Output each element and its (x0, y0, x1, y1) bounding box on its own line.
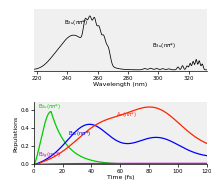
X-axis label: Time (fs): Time (fs) (107, 175, 134, 180)
Text: B$_{3u}$(n$\pi$*): B$_{3u}$(n$\pi$*) (68, 129, 92, 138)
Text: A$_u$(n$\pi$*): A$_u$(n$\pi$*) (116, 110, 137, 119)
Text: B$_{2u}$($\pi\pi$*): B$_{2u}$($\pi\pi$*) (64, 18, 88, 27)
Text: B$_{3u}$(n$\pi$*): B$_{3u}$(n$\pi$*) (152, 41, 176, 50)
Text: B$_{2u}$($\pi\pi$*): B$_{2u}$($\pi\pi$*) (38, 102, 61, 111)
Y-axis label: Populations: Populations (13, 115, 18, 152)
X-axis label: Wavelength (nm): Wavelength (nm) (93, 82, 147, 87)
Text: B$_{2g}$(n$\pi$*): B$_{2g}$(n$\pi$*) (38, 151, 61, 161)
